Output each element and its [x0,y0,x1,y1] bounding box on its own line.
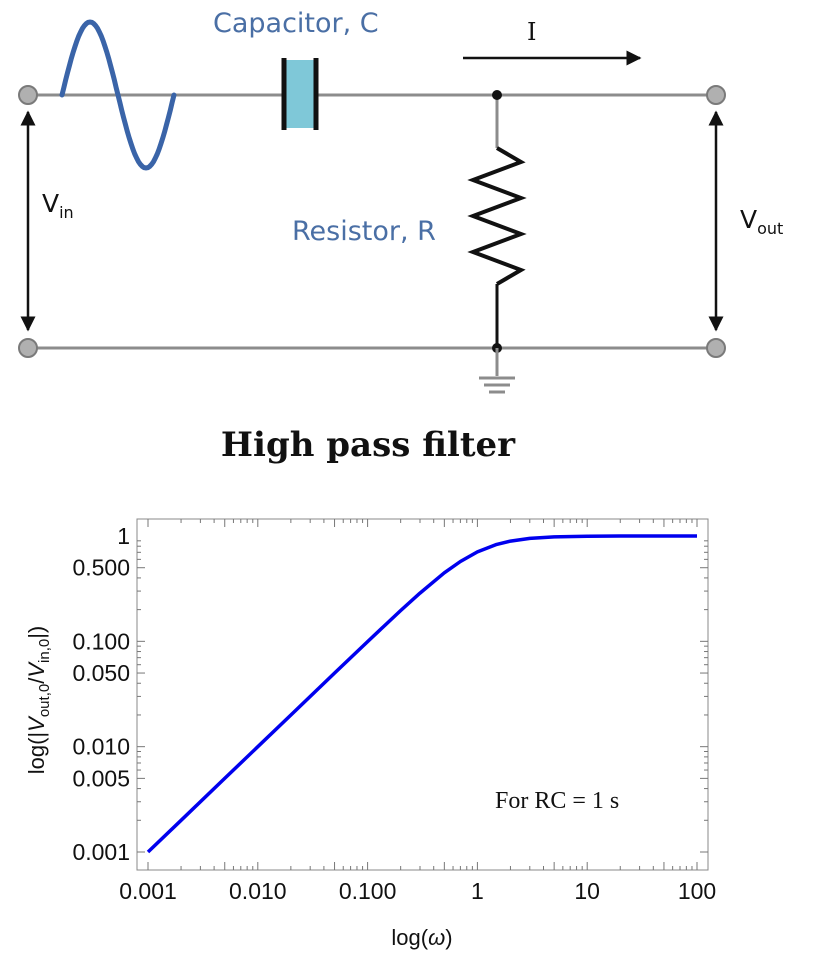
vin-label: Vin [42,189,74,222]
x-tick-label: 0.010 [229,878,287,904]
resistor-label: Resistor, R [292,216,436,247]
x-tick-label: 100 [678,878,716,904]
y-tick-label: 0.010 [72,734,130,760]
y-tick-label: 0.500 [72,555,130,581]
x-axis-tick-labels: 0.001 0.010 0.100 1 10 100 [119,878,716,904]
ground-icon [479,348,515,394]
y-tick-label: 0.100 [72,628,130,654]
terminal-out-top [706,85,726,105]
current-label: I [527,18,536,46]
y-tick-label: 0.001 [72,839,130,865]
x-tick-label: 0.100 [339,878,397,904]
y-axis-label: log(|Vout,0/Vin,0|) [24,626,53,775]
junction-dot-top [492,90,502,100]
capacitor-icon [281,58,319,130]
y-tick-label: 1 [117,523,130,549]
diagram-caption: High pass filter [221,425,516,465]
y-axis-ticks [137,540,708,853]
x-tick-label: 1 [471,878,484,904]
terminal-in-top [18,85,38,105]
y-axis-tick-labels: 0.001 0.005 0.010 0.050 0.100 0.500 1 [72,523,130,865]
x-tick-label: 10 [574,878,600,904]
sine-source-icon [59,19,177,171]
series-line [146,534,697,854]
x-axis-ticks [147,519,698,870]
y-tick-label: 0.050 [72,660,130,686]
terminal-out-bottom [706,338,726,358]
y-tick-label: 0.005 [72,765,130,791]
x-axis-label: log(ω) [391,925,452,950]
chart-annotation: For RC = 1 s [495,788,619,814]
resistor-icon [467,146,527,286]
circuit-diagram: Capacitor, C I Resistor, R Vin Vout [18,8,783,394]
capacitor-label: Capacitor, C [213,8,379,39]
x-tick-label: 0.001 [119,878,177,904]
plot-frame [136,518,709,871]
vout-label: Vout [740,205,783,238]
terminal-in-bottom [18,338,38,358]
